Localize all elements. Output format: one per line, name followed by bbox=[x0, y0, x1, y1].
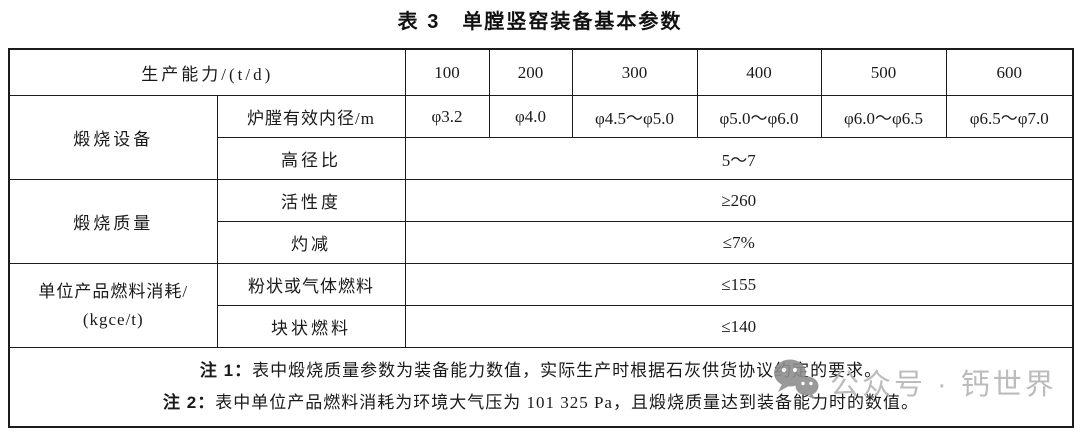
header-row: 生产能力/(t/d) 100 200 300 400 500 600 bbox=[8, 48, 1074, 96]
notes-cell: 注 1：表中煅烧质量参数为装备能力数值，实际生产时根据石灰供货协议约定的要求。 … bbox=[8, 347, 1074, 428]
powder-gas-fuel-label-cell: 粉状或气体燃料 bbox=[216, 263, 406, 306]
powder-gas-fuel-value-cell: ≤155 bbox=[404, 263, 1074, 306]
note-2: 注 2：表中单位产品燃料消耗为环境大气压为 101 325 Pa，且煅烧质量达到… bbox=[12, 387, 1070, 419]
inner-diameter-value-cell: φ6.0～φ6.5 bbox=[820, 95, 947, 138]
aspect-ratio-label-cell: 高径比 bbox=[216, 137, 406, 180]
production-capacity-label-cell: 生产能力/(t/d) bbox=[8, 48, 406, 96]
capacity-500-cell: 500 bbox=[820, 48, 947, 96]
parameters-table: 生产能力/(t/d) 100 200 300 400 500 600 煅烧设备 … bbox=[8, 48, 1074, 428]
fuel-group-line2: (kgce/t) bbox=[82, 309, 144, 329]
note-2-prefix: 注 2： bbox=[163, 393, 216, 412]
lump-fuel-row: 块状燃料 ≤140 bbox=[9, 305, 1074, 348]
table-title: 表 3 单膛竖窑装备基本参数 bbox=[397, 11, 683, 33]
capacity-400-cell: 400 bbox=[696, 48, 822, 96]
note-1: 注 1：表中煅烧质量参数为装备能力数值，实际生产时根据石灰供货协议约定的要求。 bbox=[12, 355, 1070, 387]
inner-diameter-value-cell: φ3.2 bbox=[404, 95, 490, 138]
capacity-100-cell: 100 bbox=[404, 48, 490, 96]
aspect-ratio-row: 高径比 5～7 bbox=[9, 137, 1074, 180]
equipment-group-cell: 煅烧设备 bbox=[8, 95, 218, 180]
fuel-group-cell: 单位产品燃料消耗/ (kgce/t) bbox=[8, 263, 218, 348]
inner-diameter-value-cell: φ4.5～φ5.0 bbox=[571, 95, 698, 138]
inner-diameter-value-cell: φ6.5～φ7.0 bbox=[945, 95, 1074, 138]
inner-diameter-label-cell: 炉膛有效内径/m bbox=[216, 95, 406, 138]
powder-gas-fuel-row: 单位产品燃料消耗/ (kgce/t) 粉状或气体燃料 ≤155 bbox=[8, 263, 1074, 348]
loi-value-cell: ≤7% bbox=[404, 221, 1074, 264]
quality-group-cell: 煅烧质量 bbox=[8, 179, 218, 264]
note-1-prefix: 注 1： bbox=[199, 361, 253, 380]
lump-fuel-value-cell: ≤140 bbox=[404, 305, 1074, 348]
note-2-text: 表中单位产品燃料消耗为环境大气压为 101 325 Pa，且煅烧质量达到装备能力… bbox=[215, 393, 919, 412]
capacity-200-cell: 200 bbox=[488, 48, 573, 96]
capacity-600-cell: 600 bbox=[945, 48, 1074, 96]
inner-diameter-value-cell: φ5.0～φ6.0 bbox=[696, 95, 822, 138]
activity-label-cell: 活性度 bbox=[216, 179, 406, 222]
notes-row: 注 1：表中煅烧质量参数为装备能力数值，实际生产时根据石灰供货协议约定的要求。 … bbox=[8, 347, 1074, 428]
loi-row: 灼减 ≤7% bbox=[9, 221, 1074, 264]
activity-row: 煅烧质量 活性度 ≥260 bbox=[8, 179, 1074, 264]
aspect-ratio-value-cell: 5～7 bbox=[404, 137, 1074, 180]
inner-diameter-value-cell: φ4.0 bbox=[488, 95, 573, 138]
fuel-group-line1: 单位产品燃料消耗/ bbox=[38, 281, 189, 301]
lump-fuel-label-cell: 块状燃料 bbox=[216, 305, 406, 348]
note-1-text: 表中煅烧质量参数为装备能力数值，实际生产时根据石灰供货协议约定的要求。 bbox=[252, 361, 883, 380]
capacity-300-cell: 300 bbox=[571, 48, 698, 96]
loi-label-cell: 灼减 bbox=[216, 221, 406, 264]
inner-diameter-row: 煅烧设备 炉膛有效内径/m φ3.2 φ4.0 φ4.5～φ5.0 φ5.0～φ… bbox=[8, 95, 1074, 180]
activity-value-cell: ≥260 bbox=[404, 179, 1074, 222]
